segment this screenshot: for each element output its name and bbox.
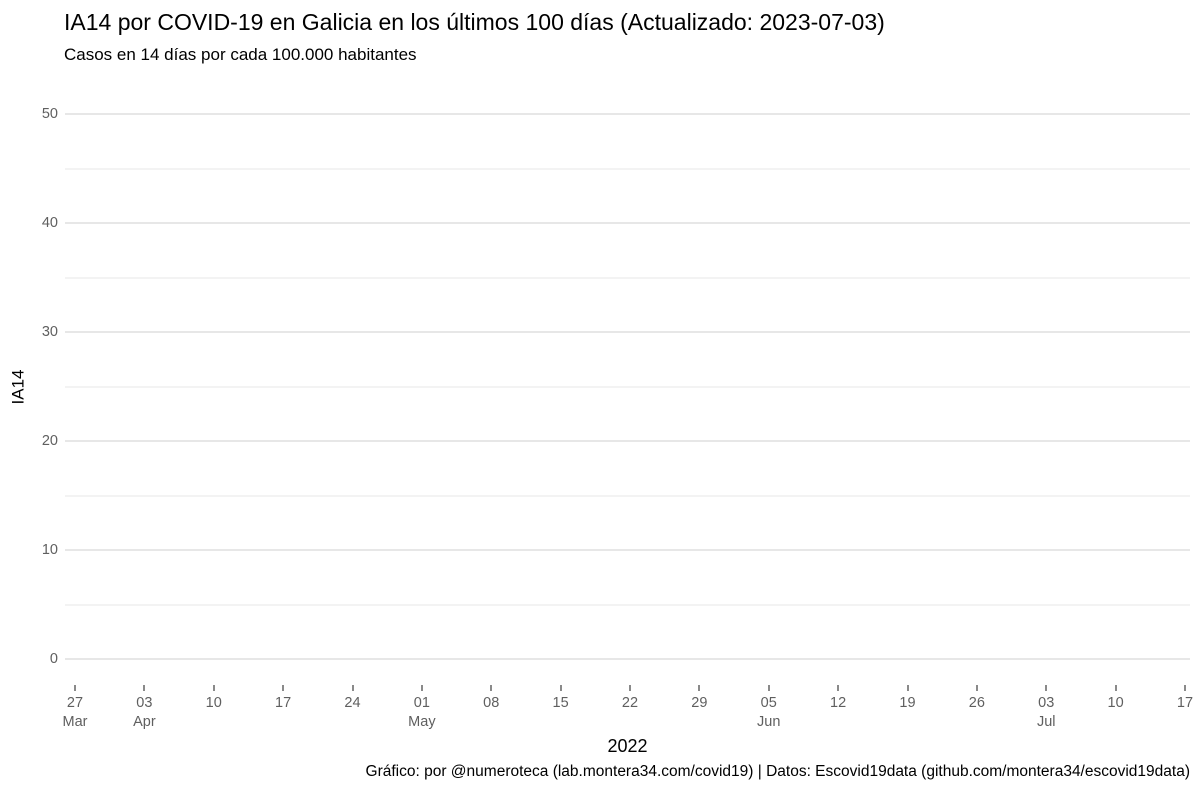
- x-tick-mark: [1184, 685, 1186, 691]
- x-tick-mark: [906, 685, 909, 691]
- chart-credit: Gráfico: por @numeroteca (lab.montera34.…: [365, 763, 1190, 780]
- y-tick-label: 40: [41, 215, 58, 231]
- y-gridline-major: [65, 658, 1190, 660]
- y-gridline-major: [65, 222, 1190, 224]
- y-gridline-minor: [65, 276, 1190, 279]
- x-tick-mark: [698, 685, 701, 691]
- x-tick-day-label: 10: [205, 695, 222, 711]
- x-tick-mark: [490, 685, 493, 691]
- y-gridline-minor: [65, 494, 1190, 497]
- y-tick-label: 10: [41, 542, 58, 558]
- x-tick-day-label: 26: [968, 695, 985, 711]
- x-tick-mark: [629, 685, 631, 691]
- y-tick-label: 50: [41, 106, 58, 122]
- x-tick-mark: [975, 685, 978, 691]
- x-tick-day-label: 15: [552, 695, 569, 711]
- y-tick-label: 30: [41, 324, 58, 340]
- y-gridline-major: [65, 440, 1190, 442]
- x-tick-mark: [420, 685, 423, 691]
- x-axis-group-label: 2022: [607, 736, 648, 756]
- y-gridline-major: [65, 549, 1190, 551]
- x-tick-day-label: 17: [1176, 695, 1194, 711]
- x-tick-day-label: 12: [830, 695, 847, 711]
- y-gridline-major: [65, 331, 1190, 333]
- x-tick-day-label: 08: [483, 695, 500, 711]
- x-tick-day-label: 01: [413, 695, 430, 711]
- x-tick-mark: [1114, 685, 1117, 691]
- x-tick-day-label: 29: [691, 695, 708, 711]
- chart-title: IA14 por COVID-19 en Galicia en los últi…: [64, 9, 885, 35]
- x-tick-mark: [1045, 685, 1048, 691]
- x-tick-month-label: May: [408, 714, 436, 730]
- x-tick-day-label: 24: [344, 695, 361, 711]
- y-tick-label: 0: [49, 651, 58, 667]
- chart-subtitle: Casos en 14 días por cada 100.000 habita…: [64, 45, 417, 64]
- x-tick-mark: [143, 685, 146, 691]
- x-tick-day-label: 03: [1038, 695, 1055, 711]
- x-tick-day-label: 17: [275, 695, 292, 711]
- y-gridline-minor: [65, 167, 1190, 170]
- x-tick-mark: [559, 685, 562, 691]
- x-tick-mark: [212, 685, 215, 691]
- x-tick-mark: [282, 685, 285, 691]
- x-tick-day-label: 10: [1107, 695, 1124, 711]
- y-gridline-minor: [65, 603, 1190, 606]
- y-gridline-minor: [65, 385, 1190, 388]
- x-tick-month-label: Jul: [1036, 714, 1056, 730]
- x-tick-month-label: Apr: [133, 714, 156, 730]
- y-axis-title: IA14: [0, 114, 36, 659]
- x-tick-month-label: Jun: [757, 714, 781, 730]
- y-gridline-major: [65, 113, 1190, 115]
- x-tick-day-label: 22: [621, 695, 639, 711]
- y-tick-label: 20: [41, 433, 58, 449]
- x-tick-mark: [351, 685, 354, 691]
- x-tick-month-label: Mar: [62, 714, 88, 730]
- x-tick-mark: [74, 685, 76, 691]
- y-axis-title-text: IA14: [7, 369, 27, 404]
- x-tick-day-label: 19: [899, 695, 916, 711]
- x-tick-day-label: 27: [66, 695, 84, 711]
- x-tick-mark: [767, 685, 770, 691]
- x-tick-day-label: 05: [760, 695, 777, 711]
- x-tick-mark: [837, 685, 840, 691]
- x-tick-day-label: 03: [136, 695, 153, 711]
